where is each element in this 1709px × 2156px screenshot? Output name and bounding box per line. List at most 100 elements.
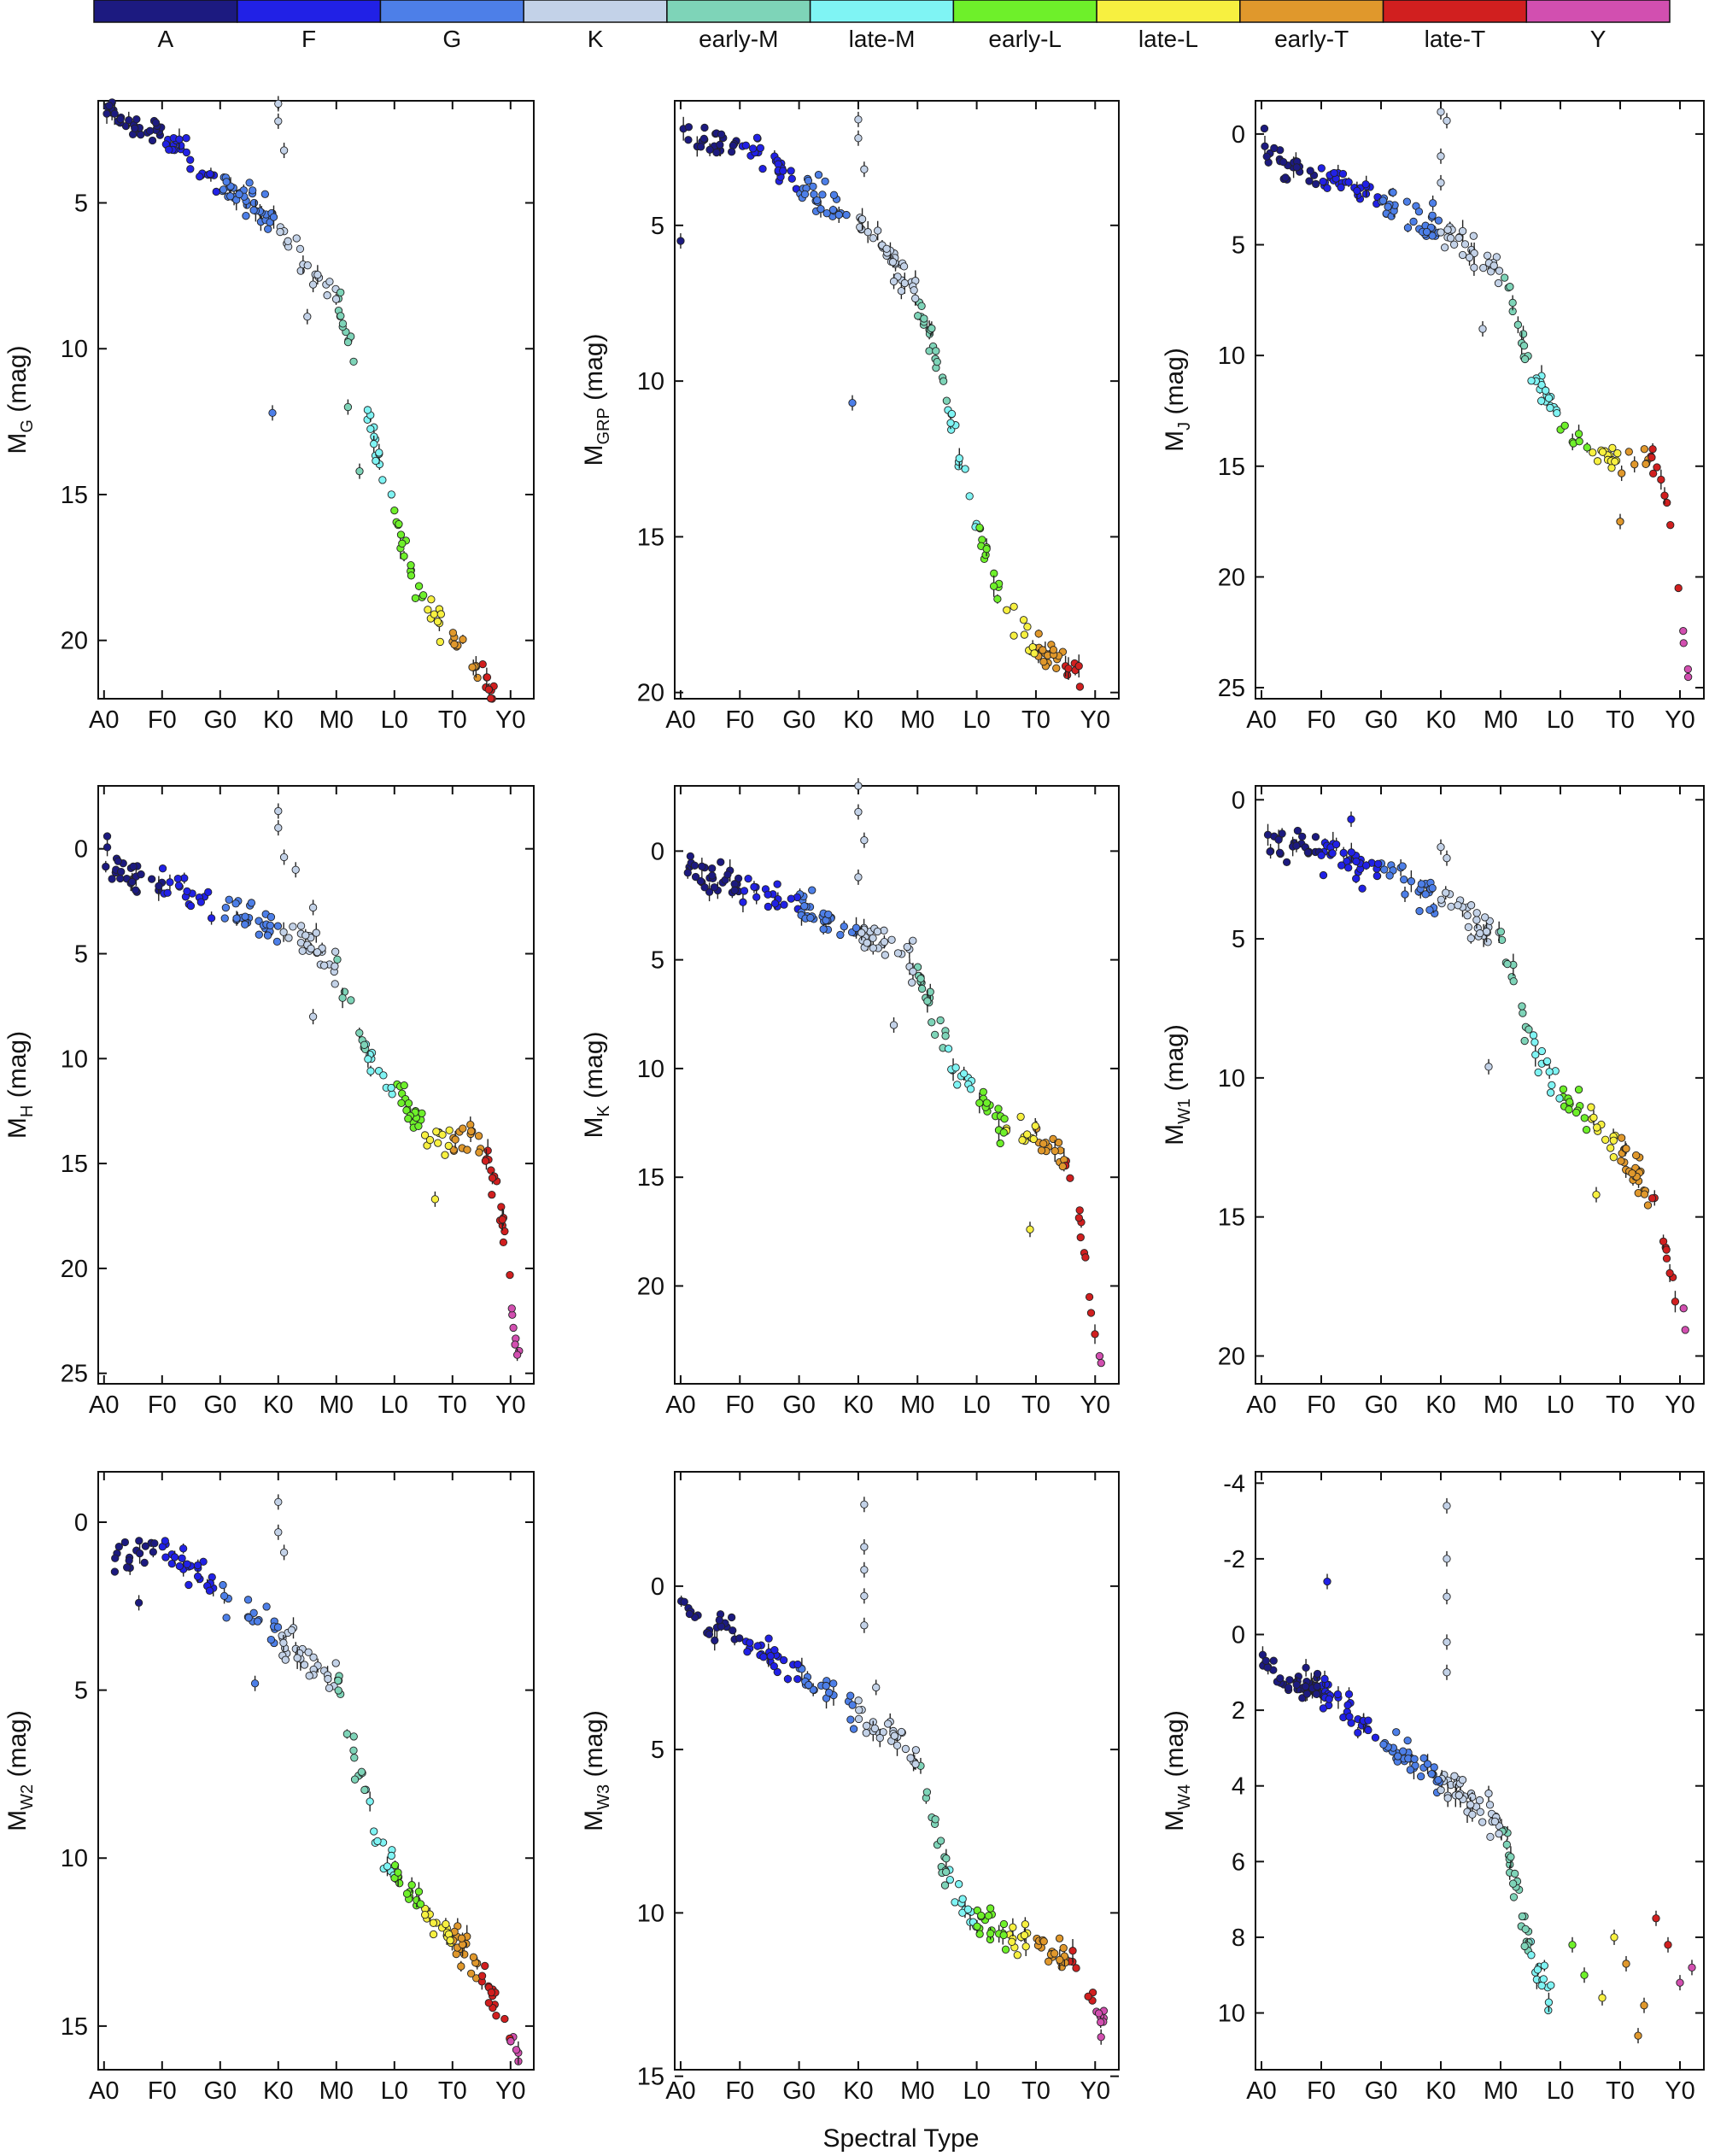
data-point bbox=[1518, 1912, 1527, 1921]
data-point bbox=[207, 914, 216, 923]
data-point bbox=[1258, 1650, 1267, 1659]
x-tick-label: Y0 bbox=[1665, 2077, 1694, 2105]
outlier-point bbox=[1664, 1941, 1672, 1949]
legend-label-k: K bbox=[588, 26, 604, 52]
data-point bbox=[758, 164, 767, 173]
data-point bbox=[292, 234, 301, 243]
data-point bbox=[1622, 1145, 1630, 1153]
data-point bbox=[925, 347, 934, 355]
y-axis-title: MW3 (mag) bbox=[580, 1710, 613, 1831]
data-point bbox=[1392, 1728, 1401, 1737]
data-point bbox=[1373, 859, 1383, 868]
data-point bbox=[1666, 521, 1675, 530]
data-point bbox=[313, 270, 322, 279]
data-point bbox=[178, 1554, 186, 1562]
data-point bbox=[1421, 890, 1430, 899]
x-tick-label: T0 bbox=[1021, 2077, 1051, 2105]
data-point bbox=[1458, 250, 1467, 260]
data-point bbox=[473, 673, 482, 683]
data-point bbox=[1458, 1776, 1467, 1784]
data-point bbox=[1437, 228, 1445, 237]
data-point bbox=[764, 890, 772, 899]
data-point bbox=[1343, 1701, 1352, 1709]
x-tick-label: K0 bbox=[843, 1391, 873, 1419]
data-point bbox=[390, 506, 399, 515]
data-point bbox=[1097, 1359, 1105, 1368]
data-point bbox=[975, 524, 984, 532]
data-point bbox=[459, 635, 467, 644]
data-point bbox=[1428, 211, 1437, 220]
data-point bbox=[942, 1854, 951, 1863]
data-point bbox=[752, 133, 762, 142]
data-point bbox=[1571, 1108, 1581, 1117]
data-point bbox=[814, 171, 823, 179]
outlier-point bbox=[1616, 517, 1624, 526]
outlier-point bbox=[308, 280, 318, 289]
data-point bbox=[469, 1953, 478, 1961]
legend-swatch-late-m bbox=[809, 0, 955, 23]
data-point bbox=[1364, 1725, 1372, 1735]
data-point bbox=[1536, 396, 1546, 405]
outlier-point bbox=[860, 1543, 869, 1551]
data-point bbox=[1074, 662, 1083, 671]
data-point bbox=[1519, 1009, 1527, 1017]
data-point bbox=[349, 1732, 358, 1741]
data-point bbox=[231, 899, 240, 908]
data-point bbox=[360, 1785, 369, 1795]
data-point bbox=[846, 1715, 855, 1724]
data-point bbox=[764, 902, 773, 911]
data-point bbox=[1274, 835, 1283, 844]
data-point bbox=[1323, 184, 1331, 192]
data-point bbox=[888, 258, 898, 267]
panel-h: A0 F0 G0 K0 M0 L0 T0 Y0 0 5 10 15 20 25 MH (mag) bbox=[3, 785, 535, 1419]
data-point bbox=[170, 1553, 179, 1561]
data-point bbox=[750, 882, 758, 891]
plot-frame bbox=[674, 100, 1120, 700]
data-point bbox=[151, 119, 161, 127]
data-point bbox=[834, 210, 843, 220]
data-point bbox=[1425, 905, 1434, 914]
outlier-point bbox=[1443, 1592, 1451, 1601]
data-point bbox=[712, 148, 721, 157]
data-point bbox=[1347, 848, 1355, 857]
x-tick-label: T0 bbox=[1606, 2077, 1635, 2105]
data-point bbox=[999, 1919, 1009, 1929]
data-point bbox=[1055, 1934, 1064, 1942]
data-point bbox=[173, 874, 183, 883]
data-point bbox=[116, 874, 125, 883]
data-point bbox=[809, 1685, 817, 1694]
y-tick-label: 0 bbox=[1232, 121, 1245, 149]
data-point bbox=[683, 869, 692, 877]
y-tick-label: -4 bbox=[1223, 1470, 1245, 1497]
outlier-point bbox=[854, 873, 863, 882]
data-point bbox=[966, 1085, 975, 1093]
data-point bbox=[1521, 1925, 1530, 1934]
data-point bbox=[1312, 1690, 1321, 1698]
data-point bbox=[1630, 460, 1639, 469]
data-point bbox=[942, 1867, 951, 1877]
data-point bbox=[932, 347, 940, 355]
data-point bbox=[1454, 233, 1463, 243]
data-point bbox=[199, 1557, 208, 1566]
data-point bbox=[364, 1055, 372, 1063]
data-point bbox=[686, 852, 695, 861]
data-point bbox=[263, 931, 272, 940]
data-point bbox=[717, 858, 725, 866]
data-point bbox=[1362, 861, 1371, 870]
data-point bbox=[264, 225, 272, 233]
y-axis-title: MH (mag) bbox=[3, 1031, 37, 1139]
data-point bbox=[1574, 1085, 1583, 1094]
data-point bbox=[1475, 1796, 1484, 1805]
data-point bbox=[1022, 1130, 1032, 1139]
y-tick-label: 15 bbox=[637, 1164, 664, 1192]
outlier-point bbox=[303, 313, 312, 321]
outlier-point bbox=[134, 1598, 143, 1608]
data-point bbox=[1045, 1957, 1053, 1966]
data-point bbox=[394, 1868, 402, 1877]
data-point bbox=[1593, 1123, 1601, 1132]
data-point bbox=[1642, 460, 1650, 468]
data-point bbox=[512, 2046, 521, 2054]
data-point bbox=[498, 1216, 506, 1224]
data-point bbox=[717, 130, 726, 138]
